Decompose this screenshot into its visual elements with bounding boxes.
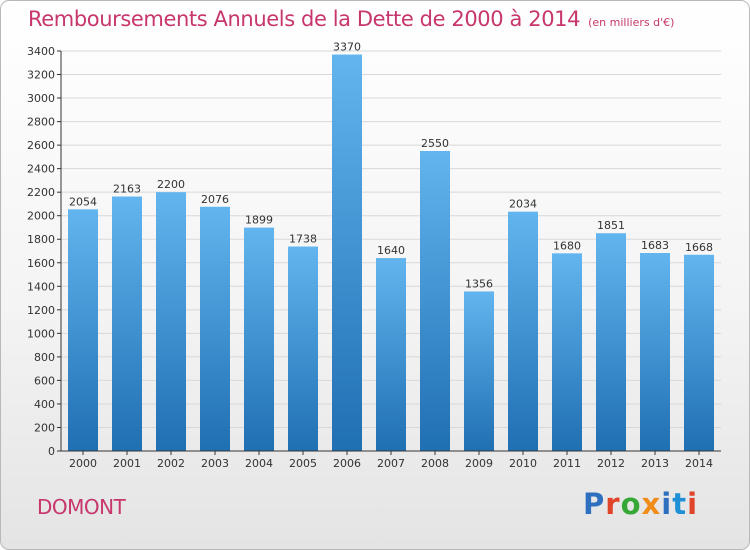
y-tick-label: 1800 (27, 233, 55, 246)
bar (684, 254, 714, 451)
bar (640, 253, 670, 451)
x-tick-label: 2012 (597, 457, 625, 470)
y-tick-label: 2200 (27, 186, 55, 199)
bar (200, 206, 230, 451)
y-tick-label: 3000 (27, 92, 55, 105)
bar (552, 253, 582, 451)
logo-letter: x (641, 487, 662, 521)
bars-layer (68, 54, 714, 452)
y-tick-label: 0 (48, 445, 55, 458)
bar-value-label: 2550 (421, 137, 449, 150)
y-tick-label: 2600 (27, 139, 55, 152)
bar (420, 151, 450, 451)
bar-value-label: 1683 (641, 239, 669, 252)
x-tick-label: 2004 (245, 457, 273, 470)
logo-letter: P (583, 487, 606, 521)
bar-value-label: 1738 (289, 233, 317, 246)
y-tick-label: 600 (34, 374, 55, 387)
bar (376, 258, 406, 451)
x-tick-label: 2013 (641, 457, 669, 470)
x-tick-label: 2005 (289, 457, 317, 470)
x-tick-label: 2003 (201, 457, 229, 470)
commune-name: DOMONT (37, 495, 126, 519)
bar (156, 192, 186, 452)
x-tick-label: 2002 (157, 457, 185, 470)
bar-value-label: 3370 (333, 41, 361, 54)
bar-value-label: 1851 (597, 219, 625, 232)
logo-letter: i (687, 487, 699, 521)
logo-letter: r (605, 487, 621, 521)
bar (596, 233, 626, 451)
bar-value-label: 2163 (113, 183, 141, 196)
bar-value-label: 1640 (377, 244, 405, 257)
bar (464, 291, 494, 451)
x-tick-label: 2009 (465, 457, 493, 470)
y-tick-label: 3400 (27, 45, 55, 58)
bar (68, 209, 98, 451)
bar (508, 211, 538, 451)
bar (244, 227, 274, 451)
y-tick-label: 200 (34, 421, 55, 434)
bar-value-label: 1680 (553, 239, 581, 252)
y-tick-label: 2000 (27, 210, 55, 223)
y-tick-label: 2400 (27, 163, 55, 176)
chart-title: Remboursements Annuels de la Dette de 20… (28, 7, 674, 31)
x-tick-label: 2000 (69, 457, 97, 470)
y-tick-label: 1000 (27, 327, 55, 340)
labels-layer: 2054 2163 2200 2076 1899 1738 3370 1640 2550 1356… (69, 41, 713, 291)
x-tick-label: 2001 (113, 457, 141, 470)
x-tick-label: 2007 (377, 457, 405, 470)
logo-letter: o (620, 487, 642, 521)
y-tick-label: 1400 (27, 280, 55, 293)
bar-value-label: 1899 (245, 214, 273, 227)
x-tick-label: 2011 (553, 457, 581, 470)
bar (288, 246, 318, 451)
x-tick-label: 2006 (333, 457, 361, 470)
title-text: Remboursements Annuels de la Dette de 20… (28, 7, 581, 31)
bar-value-label: 2200 (157, 178, 185, 191)
y-tick-label: 1600 (27, 257, 55, 270)
x-tick-label: 2010 (509, 457, 537, 470)
y-tick-label: 1200 (27, 304, 55, 317)
unit-note: (en milliers d'€) (588, 16, 675, 29)
logo-letter: i (661, 487, 673, 521)
bar-value-label: 2034 (509, 198, 537, 211)
y-tick-label: 2800 (27, 116, 55, 129)
x-tick-label: 2014 (685, 457, 713, 470)
bar-value-label: 2054 (69, 195, 97, 208)
x-tick-label: 2008 (421, 457, 449, 470)
logo-letter: t (672, 487, 688, 521)
axis-layer: 0 200 400 600 800 1000 1200 1400 1600 1800 2000 220… (27, 45, 721, 470)
bar (112, 196, 142, 451)
y-tick-label: 400 (34, 398, 55, 411)
bar-value-label: 1356 (465, 277, 493, 290)
proxiti-logo: Proxiti (583, 487, 698, 521)
bar-value-label: 1668 (685, 241, 713, 254)
y-tick-label: 800 (34, 351, 55, 364)
bar (332, 54, 362, 451)
bar-value-label: 2076 (201, 193, 229, 206)
y-tick-label: 3200 (27, 69, 55, 82)
